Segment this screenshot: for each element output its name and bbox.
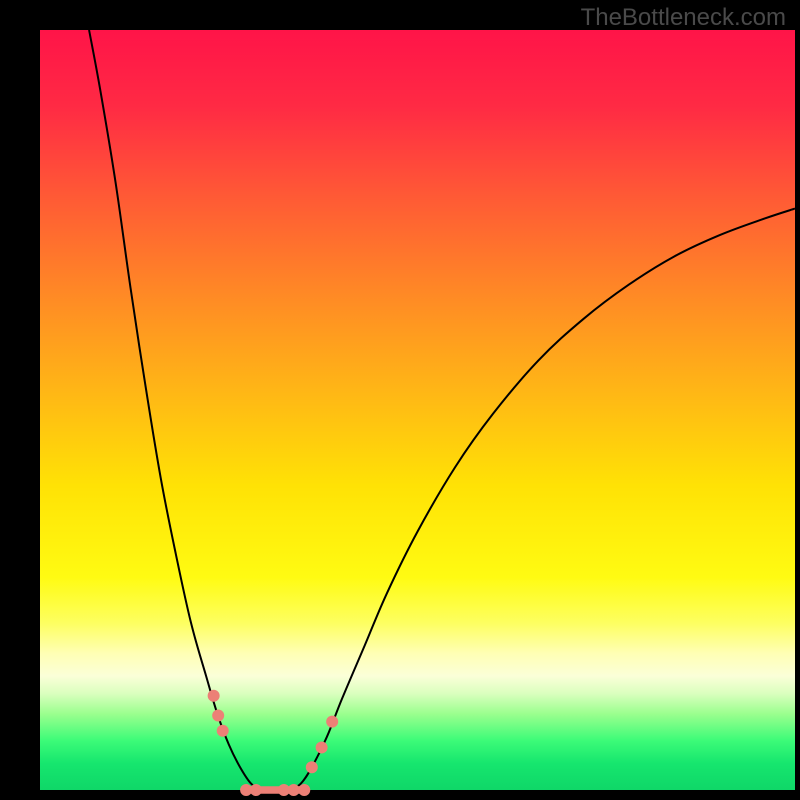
right-curve [289,209,795,790]
data-marker [208,690,220,702]
bottleneck-chart [0,0,800,800]
data-marker [316,741,328,753]
watermark-text: TheBottleneck.com [581,4,786,32]
data-marker [250,784,262,796]
left-curve [89,30,263,790]
data-marker [212,710,224,722]
data-marker [306,761,318,773]
data-marker [298,784,310,796]
data-marker [217,725,229,737]
data-marker [288,784,300,796]
data-marker [326,716,338,728]
